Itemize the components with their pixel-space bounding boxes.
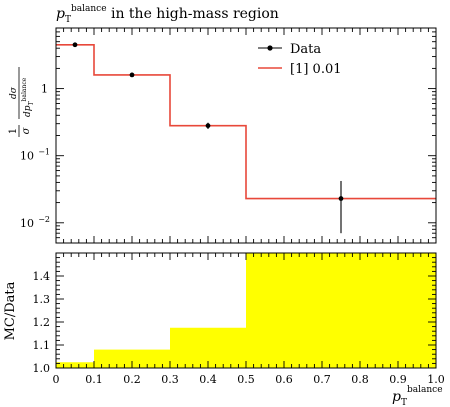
data-point	[129, 72, 135, 78]
x-tick-label: 0.5	[237, 373, 255, 386]
ratio-y-tick-label: 1.0	[33, 362, 51, 375]
ratio-y-tick-label: 1.4	[33, 270, 51, 283]
legend-label-mc: [1] 0.01	[290, 62, 342, 77]
title-rest: in the high-mass region	[107, 6, 279, 22]
ratio-bar	[246, 253, 436, 368]
x-tick-label: 1.0	[427, 373, 445, 386]
main-y-tick-label: 10	[20, 217, 34, 230]
ratio-y-tick-label: 1.2	[33, 316, 51, 329]
xlabel-sub: T	[401, 398, 407, 407]
main-y-tick-exp: −2	[38, 215, 50, 224]
x-tick-label: 0.3	[161, 373, 179, 386]
main-y-tick-label: 10	[20, 150, 34, 163]
x-axis-label: pTbalance	[392, 385, 443, 407]
title-sub: T	[65, 15, 71, 25]
ratio-bar	[94, 349, 170, 368]
title-sup: balance	[71, 4, 107, 14]
ylabel-frac-den-sup: balance	[21, 77, 28, 101]
ylabel-den: σ	[21, 126, 32, 134]
ylabel-num: 1	[8, 128, 19, 134]
xlabel-sup: balance	[407, 385, 443, 395]
x-tick-label: 0.4	[199, 373, 217, 386]
x-tick-label: 0.8	[351, 373, 369, 386]
main-y-tick-label: 1	[41, 83, 48, 96]
x-tick-label: 0	[53, 373, 60, 386]
data-point	[205, 123, 211, 129]
title-main: p	[56, 6, 65, 22]
legend-data-marker	[267, 45, 273, 51]
ratio-ylabel: MC/Data	[3, 281, 18, 340]
x-tick-label: 0.6	[275, 373, 293, 386]
ylabel-frac-den-main: dp	[23, 105, 33, 117]
ratio-y-tick-label: 1.1	[33, 339, 51, 352]
x-tick-label: 0.7	[313, 373, 331, 386]
ylabel-frac-den-sub: T	[28, 100, 35, 105]
ratio-y-tick-label: 1.3	[33, 293, 51, 306]
x-tick-label: 0.1	[85, 373, 103, 386]
ylabel-frac-num: dσ	[9, 86, 19, 99]
main-ylabel: 1 σ dσ dpTbalance	[8, 67, 35, 137]
xlabel-main: p	[392, 389, 401, 405]
x-tick-label: 0.9	[389, 373, 407, 386]
ratio-bar	[56, 362, 94, 368]
legend-label-data: Data	[290, 42, 321, 57]
main-y-tick-exp: −1	[38, 148, 50, 157]
plot-layer: 0 0.1 0.2 0.3 0.4 0.5 0.6 0.7 0.8 0.9 1.0 1 10 −1 10 −2…	[20, 27, 445, 386]
ylabel-frac-den: dpTbalance	[21, 77, 35, 117]
x-tick-label: 0.2	[123, 373, 141, 386]
chart-title: pTbalance in the high-mass region	[56, 4, 279, 25]
mc-histogram-line	[56, 43, 436, 200]
data-point	[72, 42, 78, 48]
data-point	[338, 196, 344, 201]
